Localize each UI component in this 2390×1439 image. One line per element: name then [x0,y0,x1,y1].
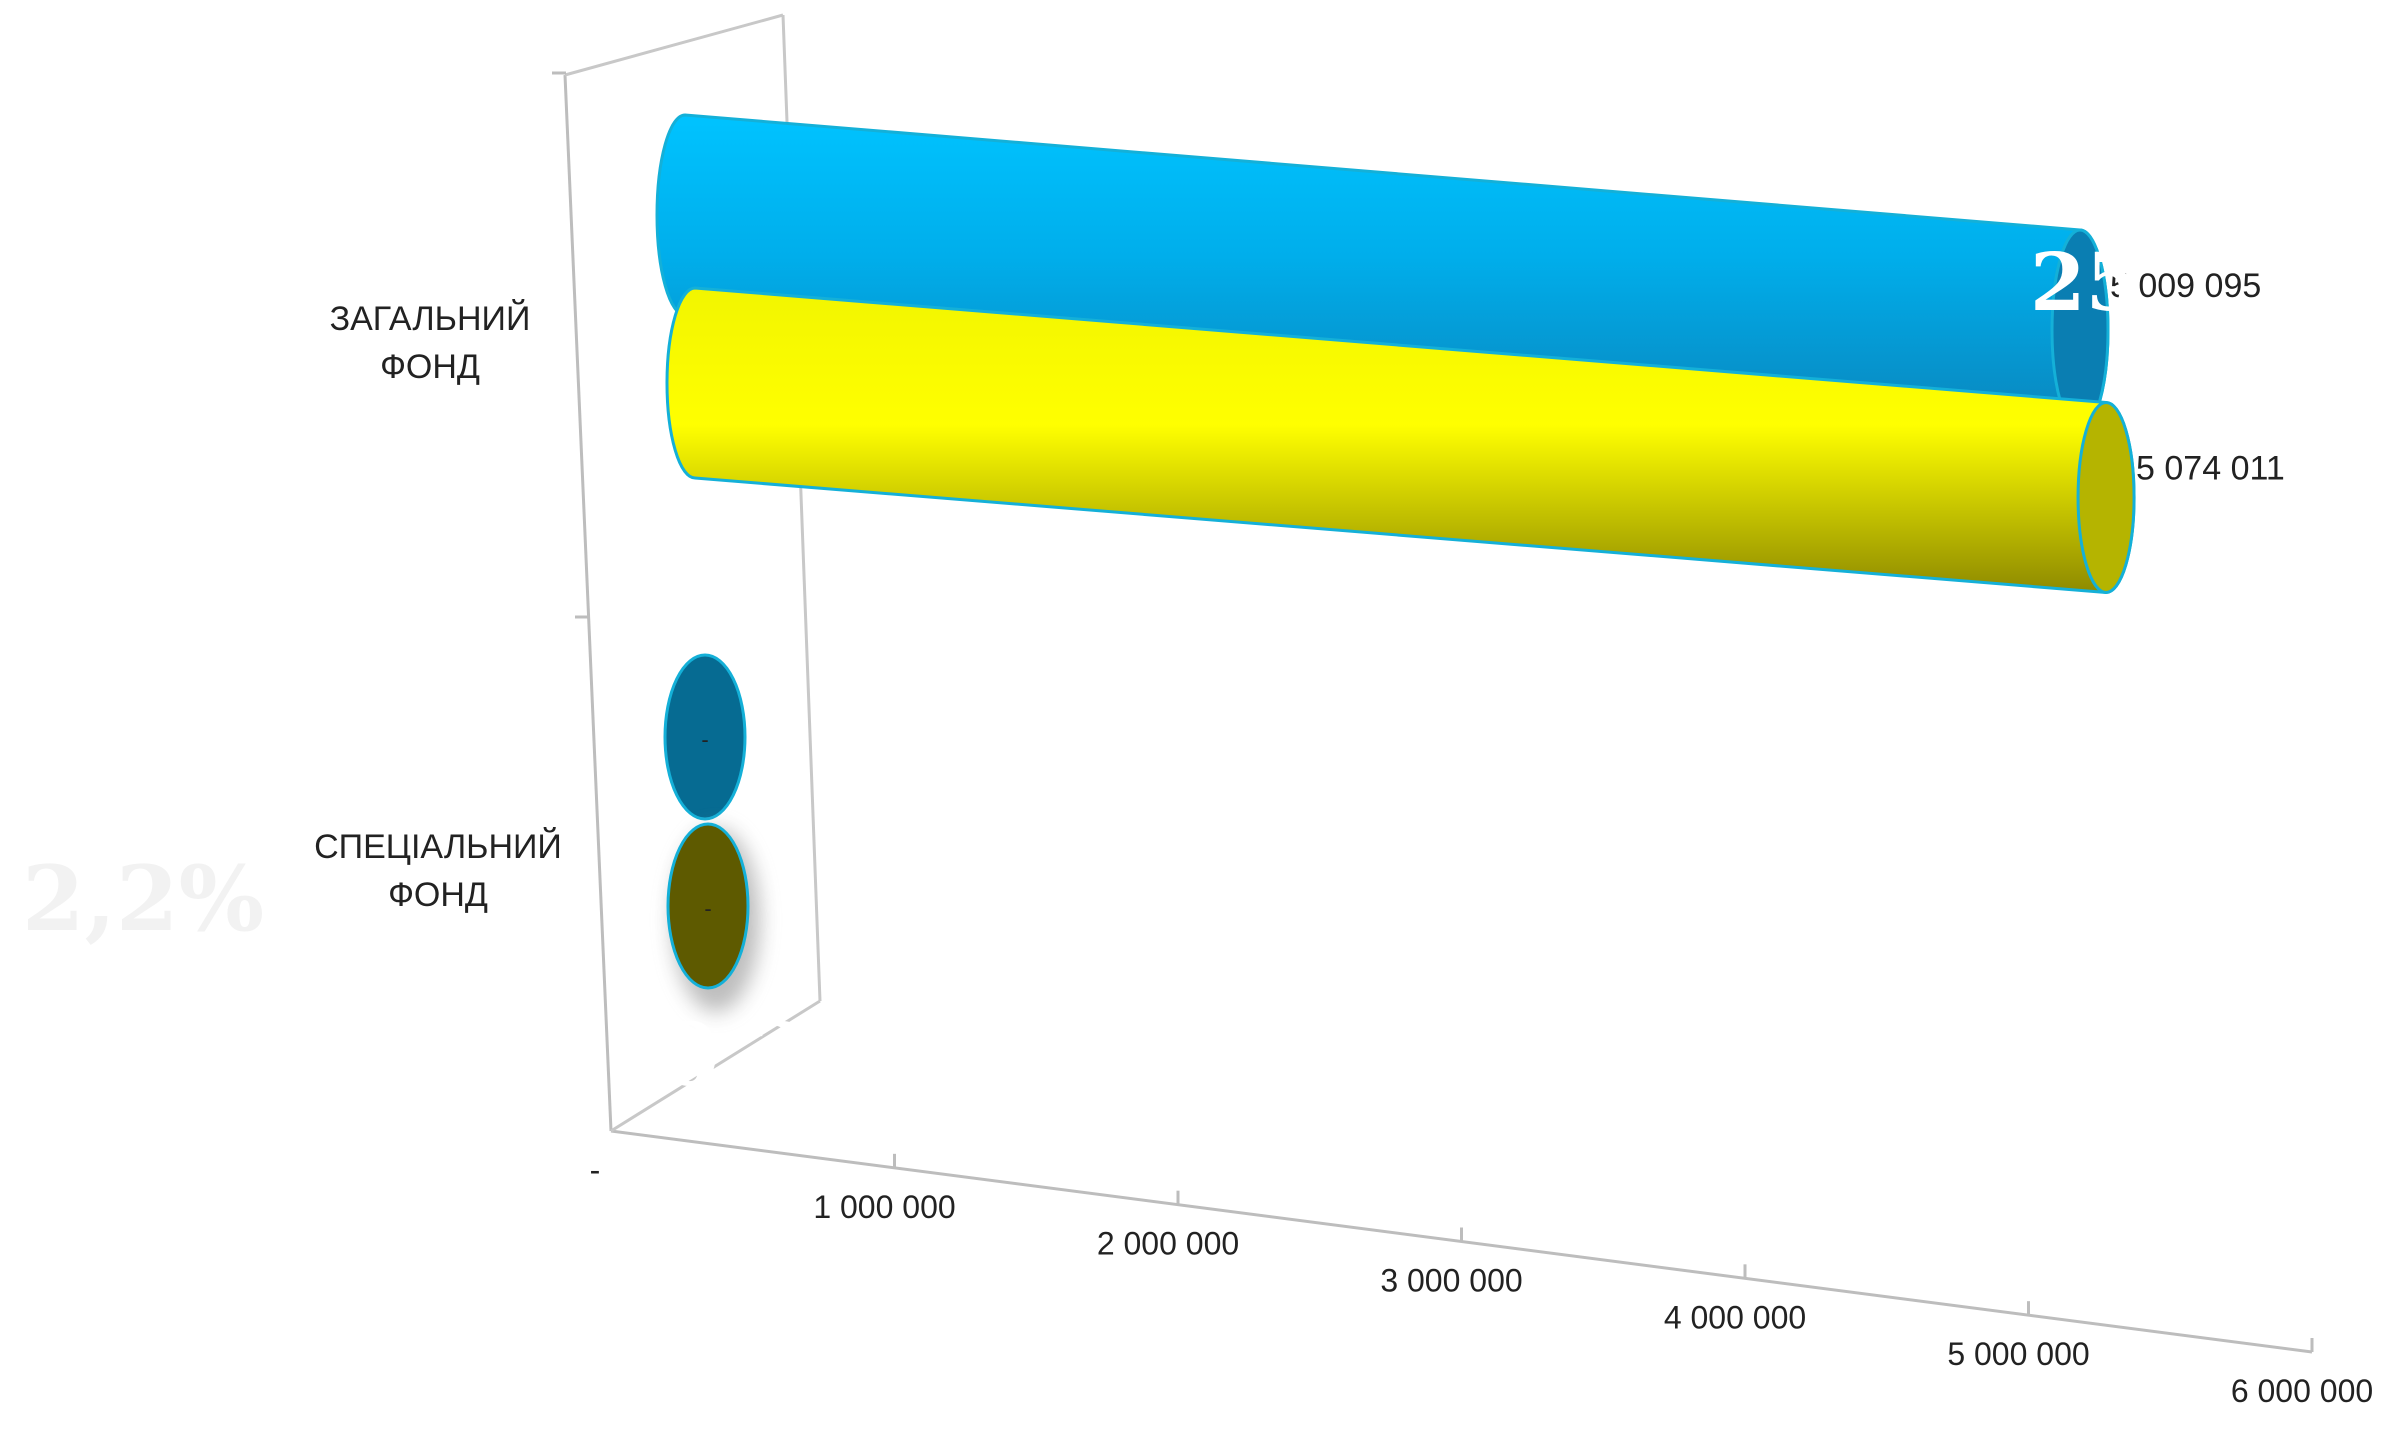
category-labels: ЗАГАЛЬНИЙ ФОНД СПЕЦІАЛЬНИЙ ФОНД [314,300,562,914]
data-label: 5 009 095 [2110,267,2261,305]
value-labels: 5 009 095 - 5 074 011 - [701,267,2284,921]
overlay-text-top-right: 25 [2030,235,2141,329]
x-tick-label: 2 000 000 [1097,1226,1239,1262]
data-label: - [704,896,711,921]
bar-end-cap [2076,400,2136,594]
bar-zero-cap-series-2 [666,822,750,990]
overlay-text: 25 2,2% 0,3 [22,235,2141,1106]
x-axis-ticks: - 1 000 000 2 000 000 3 000 000 4 000 000 5 0… [590,1152,2374,1409]
x-tick-label: 3 000 000 [1380,1263,1522,1299]
overlay-text-bottom: 0,3 [660,1005,810,1106]
x-tick-label: - [590,1152,601,1188]
x-tick-label: 1 000 000 [813,1189,955,1225]
overlay-text-left: 2,2% [22,846,264,952]
x-tick-label: 6 000 000 [2231,1373,2373,1409]
back-wall-left-edge [563,74,613,1132]
category-label: СПЕЦІАЛЬНИЙ ФОНД [314,828,562,914]
floor-back-edge [610,999,821,1133]
category-label: ЗАГАЛЬНИЙ ФОНД [330,300,531,386]
x-tick-label: 5 000 000 [1947,1336,2089,1372]
bars [655,113,2136,1012]
bar-zero-cap-series-1 [663,653,747,821]
data-label: - [701,727,708,752]
x-tick-label: 4 000 000 [1664,1299,1806,1335]
data-label: 5 074 011 [2136,449,2285,487]
back-wall-top-edge [564,13,784,77]
